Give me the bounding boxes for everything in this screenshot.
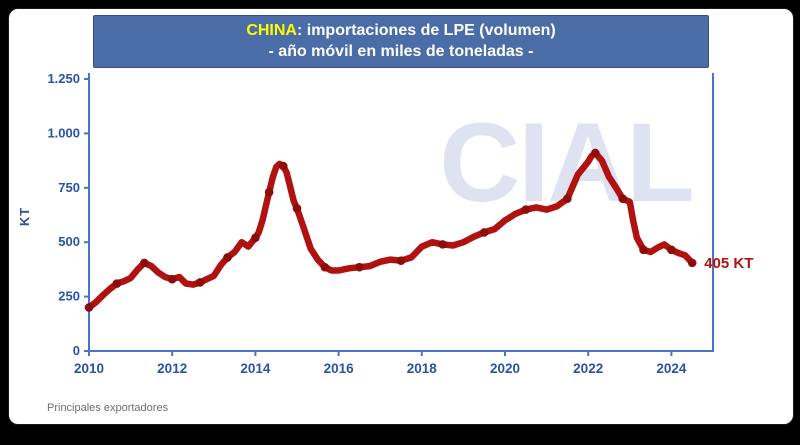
- slide-canvas: CIAL 0 250 500 750 1.000 1.250 2010 2012 2014 2016…: [8, 8, 794, 425]
- footer-note: Principales exportadores: [47, 402, 169, 414]
- chart-title-line1: CHINA: importaciones de LPE (volumen): [100, 20, 702, 41]
- title-main-text: : importaciones de LPE (volumen): [296, 22, 556, 39]
- y-tick-label: 0: [73, 343, 80, 358]
- data-point-marker: [251, 233, 260, 243]
- y-tick-label: 1.000: [47, 125, 80, 140]
- data-point-marker: [320, 262, 330, 272]
- y-tick-label: 500: [58, 234, 80, 249]
- x-tick-label: 2024: [656, 361, 687, 376]
- chart-title-line2: - año móvil en miles de toneladas -: [268, 43, 534, 60]
- x-tick-label: 2016: [324, 361, 355, 376]
- data-point-marker: [278, 161, 288, 171]
- data-point-marker: [167, 274, 177, 284]
- data-point-marker: [479, 228, 489, 237]
- data-point-marker: [438, 240, 447, 249]
- data-point-marker: [223, 253, 232, 262]
- data-point-marker: [195, 278, 205, 287]
- x-tick-label: 2012: [157, 361, 187, 376]
- data-point-marker: [687, 258, 697, 268]
- data-point-marker: [521, 205, 531, 214]
- data-point-marker: [292, 204, 302, 213]
- x-tick-label: 2022: [573, 361, 603, 376]
- y-axis-title: KT: [17, 206, 33, 227]
- x-tick-label: 2010: [74, 361, 104, 376]
- end-value-annotation: 405 KT: [704, 255, 753, 272]
- y-tick-label: 750: [58, 180, 80, 195]
- import-volume-line: [85, 149, 696, 311]
- data-point-marker: [639, 245, 648, 255]
- chart-title-box: CHINA: importaciones de LPE (volumen) - …: [93, 15, 709, 68]
- data-point-marker: [355, 262, 364, 272]
- x-tick-label: 2020: [490, 361, 520, 376]
- title-country-highlight: CHINA: [246, 22, 297, 39]
- x-tick-label: 2014: [240, 361, 271, 376]
- data-point-marker: [112, 279, 122, 288]
- watermark-text: CIAL: [439, 100, 692, 225]
- data-point-marker: [140, 258, 149, 268]
- x-tick-label: 2018: [407, 361, 438, 376]
- y-tick-label: 1.250: [47, 71, 80, 86]
- data-point-marker: [590, 148, 600, 158]
- data-point-marker: [667, 245, 676, 255]
- data-point-marker: [563, 194, 572, 203]
- imports-line-chart: CIAL 0 250 500 750 1.000 1.250 2010 2012 2014 2016…: [47, 71, 753, 376]
- y-tick-label: 250: [58, 289, 80, 304]
- data-point-marker: [84, 303, 94, 312]
- data-point-marker: [396, 256, 406, 265]
- data-point-marker: [618, 194, 628, 203]
- data-point-marker: [264, 187, 274, 197]
